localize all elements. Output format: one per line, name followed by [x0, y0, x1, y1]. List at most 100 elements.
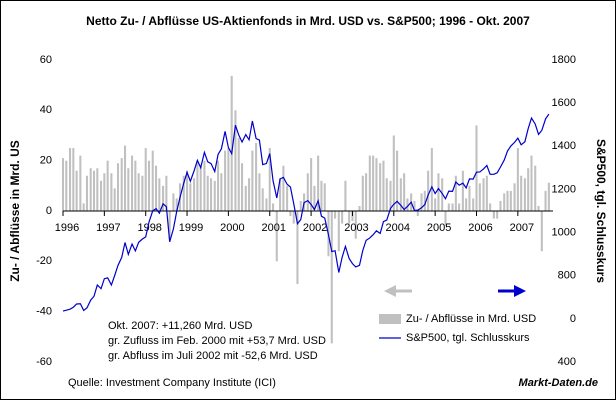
bar: [193, 178, 196, 211]
y2-tick-label: 1800: [552, 54, 576, 66]
bar: [289, 211, 292, 217]
bar: [406, 198, 409, 211]
bar: [241, 163, 244, 211]
bar: [444, 211, 447, 227]
bar: [547, 182, 550, 211]
bar: [103, 173, 106, 211]
bar: [92, 170, 96, 211]
legend-label: S&P500, tgl. Schlusskurs: [406, 332, 530, 344]
bar: [334, 211, 337, 219]
bar: [337, 211, 340, 252]
bar: [399, 178, 402, 211]
bar: [485, 175, 488, 211]
bar: [468, 185, 471, 211]
bar: [89, 168, 92, 211]
bar: [513, 183, 516, 211]
bar: [213, 180, 216, 211]
bar: [255, 143, 258, 211]
bar: [454, 175, 457, 211]
bar: [155, 165, 158, 211]
line: [62, 113, 550, 312]
bar: [85, 175, 89, 211]
y-tick-label: 40: [40, 104, 52, 116]
y2-axis-label: S&P500, tgl. Schlusskurs: [594, 139, 608, 283]
y2-tick-label: 0: [570, 313, 576, 325]
bar: [382, 160, 385, 211]
bar: [482, 178, 485, 211]
y-tick-label: 0: [46, 205, 52, 217]
bar: [323, 183, 326, 211]
bar: [330, 211, 333, 344]
brand: Markt-Daten.de: [519, 377, 598, 389]
legend-swatch: [379, 314, 401, 324]
bar: [313, 185, 316, 211]
bar: [385, 178, 388, 211]
bar: [116, 163, 120, 211]
bar: [199, 165, 202, 211]
bar: [268, 148, 271, 211]
bar: [389, 180, 392, 211]
bar: [506, 190, 509, 211]
bar: [317, 155, 320, 211]
bar: [186, 170, 189, 211]
bar: [120, 158, 123, 211]
bar: [282, 165, 285, 211]
bar: [372, 155, 375, 211]
bar: [265, 198, 268, 211]
bar: [244, 185, 247, 211]
bar: [134, 160, 137, 211]
bar: [489, 203, 492, 211]
y2-tick-label: 1000: [552, 226, 576, 238]
bar: [351, 211, 354, 222]
bar: [158, 178, 161, 211]
bar: [499, 200, 502, 211]
x-tick-label: 1999: [179, 222, 203, 234]
bar: [461, 170, 464, 211]
bar: [320, 180, 323, 211]
x-tick-label: 2003: [344, 222, 368, 234]
legend-label: Zu- / Abflüsse in Mrd. USD: [406, 313, 536, 325]
bar: [172, 193, 175, 211]
bar: [113, 188, 116, 211]
bar: [527, 168, 530, 211]
bar: [258, 173, 261, 211]
x-tick-label: 1996: [55, 222, 79, 234]
bar: [427, 170, 430, 211]
bar: [420, 193, 423, 211]
bar: [530, 155, 533, 211]
annotation: Okt. 2007: +11,260 Mrd. USD: [108, 320, 252, 332]
bar: [423, 190, 426, 211]
bar: [306, 173, 309, 211]
bar: [141, 175, 144, 211]
annotation: gr. Zufluss im Feb. 2000 mit +53,7 Mrd. …: [108, 335, 326, 347]
bar: [137, 173, 140, 211]
bar: [344, 180, 347, 211]
y-tick-label: -40: [36, 306, 52, 318]
bar: [151, 150, 154, 211]
bar: [475, 125, 478, 211]
bar: [203, 160, 206, 211]
bar: [503, 193, 506, 211]
bar: [379, 163, 382, 211]
bar: [286, 185, 289, 211]
bar: [341, 211, 344, 224]
x-tick-label: 2002: [303, 222, 327, 234]
bar: [310, 158, 313, 211]
bar: [230, 75, 233, 211]
bar: [175, 198, 178, 211]
x-tick-label: 2004: [386, 222, 410, 234]
bar: [299, 200, 302, 211]
x-tick-label: 2006: [468, 222, 492, 234]
bar: [496, 211, 499, 219]
bar: [131, 155, 134, 211]
y-tick-label: 20: [40, 155, 52, 167]
bar: [478, 183, 481, 211]
bar: [516, 148, 519, 211]
bar: [251, 150, 254, 211]
chart-title: Netto Zu- / Abflüsse US-Aktienfonds in M…: [86, 14, 530, 28]
bar: [523, 178, 526, 211]
bar: [210, 178, 213, 211]
y2-tick-label: 1400: [552, 140, 576, 152]
bar: [279, 178, 282, 211]
bar: [348, 211, 351, 224]
